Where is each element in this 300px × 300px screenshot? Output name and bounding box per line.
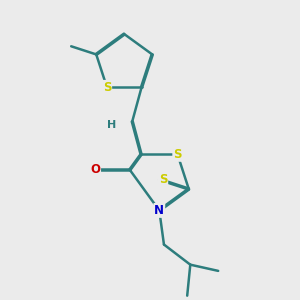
Text: S: S: [103, 81, 111, 94]
Text: S: S: [173, 148, 182, 161]
Text: O: O: [90, 164, 100, 176]
Text: N: N: [154, 204, 164, 217]
Text: S: S: [159, 173, 167, 186]
Text: H: H: [107, 119, 117, 130]
